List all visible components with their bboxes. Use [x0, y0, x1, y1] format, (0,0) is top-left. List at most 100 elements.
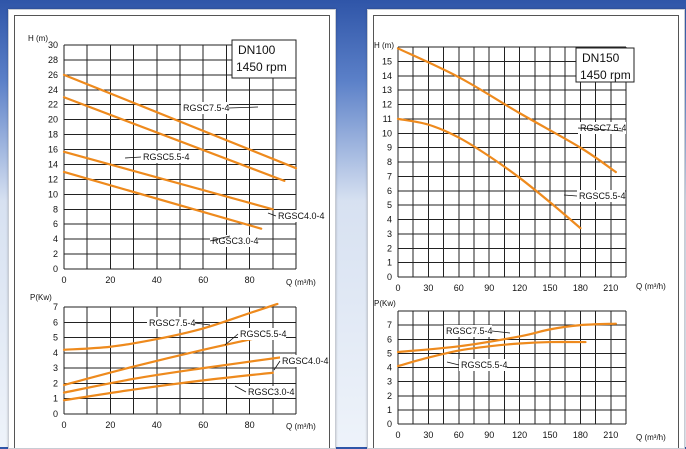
- y-tick-label: 24: [48, 85, 58, 95]
- y-tick-label: 5: [53, 333, 58, 343]
- speed-label: 1450 rpm: [236, 60, 287, 74]
- curve-label-leader: [577, 127, 624, 132]
- y-tick-label: 6: [387, 334, 392, 344]
- curve-label-text: RGSC3.0-4: [212, 236, 259, 246]
- x-tick-label: 150: [542, 283, 557, 293]
- curve-label-text: RGSC5.5-4: [143, 152, 190, 162]
- curve-label-text: RGSC4.0-4: [278, 211, 325, 221]
- y-tick-label: 28: [48, 55, 58, 65]
- dn100-panel: [8, 9, 336, 449]
- curve-label-leader: [234, 385, 247, 393]
- curve-rgsc4-0-4: [62, 150, 274, 211]
- curve-label-leader: [563, 194, 578, 197]
- y-tick-label: 20: [48, 115, 58, 125]
- curve-label-text: RGSC3.0-4: [248, 387, 295, 397]
- curve-label: RGSC7.5-4: [577, 122, 627, 134]
- curve-rgsc7-5-4: [62, 73, 298, 170]
- y-tick-label: 6: [53, 219, 58, 229]
- x-tick-label: 40: [152, 275, 162, 285]
- x-tick-label: 180: [573, 430, 588, 440]
- curve-rgsc7-5-4: [396, 322, 617, 354]
- x-axis-label: Q (m³/h): [636, 282, 666, 291]
- curve-label-text: RGSC5.5-4: [240, 329, 287, 339]
- curve-label: RGSC5.5-4: [224, 328, 287, 346]
- curve-label: RGSC4.0-4: [273, 355, 329, 371]
- y-tick-label: 7: [53, 302, 58, 312]
- y-tick-label: 2: [53, 249, 58, 259]
- y-tick-label: 2: [387, 391, 392, 401]
- dn100-head-info-box: DN100 1450 rpm: [231, 39, 297, 79]
- y-tick-label: 6: [387, 186, 392, 196]
- x-tick-label: 150: [542, 430, 557, 440]
- y-axis-label: P(Kw): [374, 299, 396, 308]
- y-tick-label: 12: [382, 100, 392, 110]
- curve-rgsc4-0-4: [62, 354, 293, 394]
- x-tick-label: 120: [512, 283, 527, 293]
- y-tick-label: 14: [382, 71, 392, 81]
- curve-label-text: RGSC5.5-4: [579, 191, 626, 201]
- curve-rgsc5-5-4: [62, 333, 274, 387]
- y-tick-label: 3: [387, 377, 392, 387]
- y-tick-label: 8: [53, 204, 58, 214]
- curve-rgsc3-0-4: [62, 371, 274, 402]
- curve-label: RGSC5.5-4: [563, 190, 626, 202]
- y-tick-label: 10: [48, 189, 58, 199]
- y-tick-label: 0: [53, 409, 58, 419]
- x-tick-label: 60: [198, 420, 208, 430]
- y-tick-label: 0: [387, 419, 392, 429]
- speed-label: 1450 rpm: [580, 68, 631, 82]
- dn150-power-chart: 0 1 2 3 4 5 6 7 0 30 60 90 120 150 180 210 P(Kw) Q (m³/h)…: [374, 299, 666, 442]
- curve-label: RGSC5.5-4: [124, 151, 190, 163]
- curve-label-leader: [124, 156, 142, 159]
- dn150-panel: [367, 9, 685, 449]
- dn150-panel-frame: [373, 15, 679, 448]
- x-tick-label: 0: [61, 275, 66, 285]
- x-tick-label: 90: [484, 283, 494, 293]
- curve-label: RGSC7.5-4: [444, 325, 511, 337]
- x-tick-label: 20: [105, 420, 115, 430]
- dn100-panel-frame: [14, 15, 330, 448]
- curve-rgsc5-5-4: [62, 96, 286, 182]
- curve-label-text: RGSC7.5-4: [149, 318, 196, 328]
- x-tick-label: 120: [512, 430, 527, 440]
- curve-label-text: RGSC4.0-4: [282, 356, 329, 366]
- curve-label: RGSC4.0-4: [267, 210, 325, 222]
- curve-label-text: RGSC7.5-4: [183, 103, 230, 113]
- curve-label: RGSC3.0-4: [234, 385, 295, 398]
- y-axis-label: H (m): [28, 34, 48, 43]
- curve-rgsc5-5-4: [396, 117, 582, 230]
- y-tick-label: 1: [53, 394, 58, 404]
- x-tick-label: 180: [573, 283, 588, 293]
- y-tick-label: 26: [48, 70, 58, 80]
- y-tick-label: 5: [387, 200, 392, 210]
- curve-label-leader: [273, 360, 281, 371]
- y-tick-label: 0: [387, 272, 392, 282]
- y-tick-label: 12: [48, 174, 58, 184]
- curve-label-leader: [491, 330, 511, 334]
- x-tick-label: 60: [454, 283, 464, 293]
- x-tick-label: 40: [152, 420, 162, 430]
- y-tick-label: 5: [387, 348, 392, 358]
- curve-label-leader: [224, 333, 239, 346]
- y-axis-label: H (m): [374, 41, 394, 50]
- pipe-size-label: DN100: [238, 43, 276, 57]
- curve-rgsc7-5-4: [62, 302, 279, 351]
- dn150-power-grid: [397, 310, 627, 425]
- y-tick-label: 3: [387, 229, 392, 239]
- x-tick-label: 60: [454, 430, 464, 440]
- x-tick-label: 30: [423, 283, 433, 293]
- x-tick-label: 210: [603, 430, 618, 440]
- y-tick-label: 4: [53, 348, 58, 358]
- y-tick-label: 18: [48, 130, 58, 140]
- x-tick-label: 20: [105, 275, 115, 285]
- curve-label-leader: [267, 212, 277, 217]
- x-tick-label: 80: [245, 275, 255, 285]
- curve-label: RGSC7.5-4: [181, 102, 259, 114]
- x-axis-label: Q (m³/h): [286, 278, 316, 287]
- y-tick-label: 22: [48, 100, 58, 110]
- curve-rgsc3-0-4: [62, 170, 263, 230]
- x-tick-label: 60: [198, 275, 208, 285]
